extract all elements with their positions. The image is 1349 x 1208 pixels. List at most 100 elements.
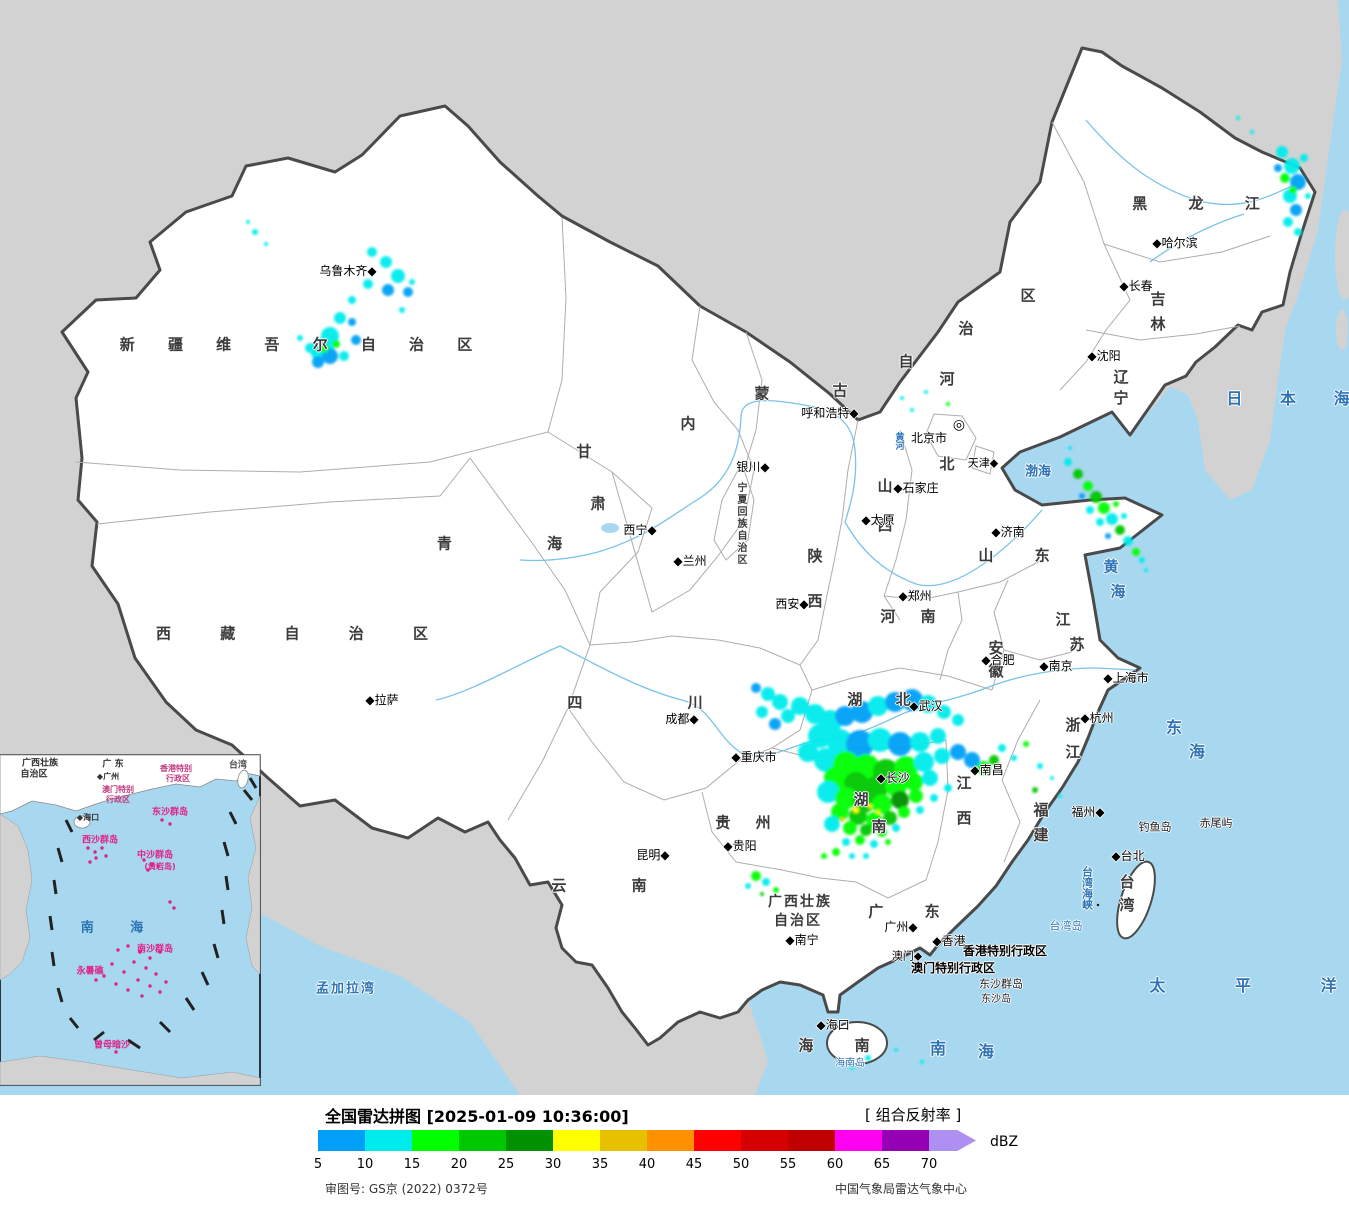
province-boundaries xyxy=(75,121,1271,899)
radar-echo xyxy=(745,883,751,889)
radar-echo xyxy=(835,706,855,726)
inset-island-dot xyxy=(136,978,140,982)
radar-echo xyxy=(1105,533,1111,539)
radar-echo xyxy=(751,871,761,881)
radar-echo xyxy=(885,692,905,712)
radar-echo xyxy=(252,229,258,235)
radar-echo xyxy=(348,318,356,326)
dbz-scale-value: 25 xyxy=(497,1157,515,1172)
radar-echo xyxy=(332,340,340,348)
radar-echo xyxy=(870,840,878,848)
radar-echo xyxy=(894,1048,898,1052)
dbz-color-swatch xyxy=(318,1130,365,1151)
radar-echo xyxy=(1096,518,1104,526)
inset-island-dot xyxy=(172,906,176,910)
dbz-scale-item: 50 xyxy=(733,1130,788,1172)
radar-echo xyxy=(930,728,946,744)
radar-echo xyxy=(944,784,952,792)
radar-echo xyxy=(883,811,897,825)
inset-philippines xyxy=(245,795,261,975)
dbz-scale-value: 60 xyxy=(826,1157,844,1172)
south-china-sea-inset xyxy=(0,754,261,1086)
radar-echo xyxy=(885,839,891,845)
radar-echo xyxy=(888,732,912,756)
radar-echo xyxy=(898,806,910,818)
inset-vietnam xyxy=(0,813,33,981)
approval-number: 审图号: GS京 (2022) 0372号 xyxy=(325,1182,488,1196)
radar-echo xyxy=(853,807,859,813)
china-boundary xyxy=(60,46,1317,1047)
inset-island-dot xyxy=(168,822,172,826)
dbz-scale-item: 55 xyxy=(780,1130,835,1172)
dbz-scale-value: 55 xyxy=(779,1157,797,1172)
dbz-scale-value: 40 xyxy=(638,1157,656,1172)
inset-island-dot xyxy=(122,970,126,974)
inset-island-dot xyxy=(93,850,97,854)
radar-echo xyxy=(1300,154,1308,162)
radar-echo xyxy=(762,878,770,886)
inset-island-dot xyxy=(142,858,146,862)
inset-island-dot xyxy=(114,1050,118,1054)
dbz-scale-value: 10 xyxy=(356,1157,374,1172)
dbz-color-swatch xyxy=(412,1130,459,1151)
dbz-color-swatch xyxy=(882,1130,929,1151)
radar-echo xyxy=(305,343,315,353)
radar-echo xyxy=(756,706,768,718)
radar-echo xyxy=(1064,458,1072,466)
radar-echo xyxy=(1280,173,1290,183)
dbz-scale-item: 65 xyxy=(874,1130,929,1172)
radar-echo xyxy=(1098,502,1110,514)
radar-echo xyxy=(1305,193,1311,199)
radar-echo xyxy=(1236,116,1240,120)
radar-echo xyxy=(348,296,356,304)
radar-echo xyxy=(312,356,324,368)
rivers xyxy=(435,119,1297,757)
inset-island-dot xyxy=(126,944,130,948)
radar-echo xyxy=(1068,446,1072,450)
radar-echo xyxy=(840,818,844,822)
radar-echo xyxy=(1290,174,1306,190)
radar-echo xyxy=(950,744,966,760)
radar-echo xyxy=(1121,513,1127,519)
radar-echo xyxy=(850,1066,854,1070)
radar-echo xyxy=(863,853,869,859)
radar-echo xyxy=(1284,158,1300,174)
radar-echo xyxy=(391,269,405,283)
radar-echo xyxy=(339,351,349,361)
inset-taiwan xyxy=(237,769,249,789)
radar-echo xyxy=(910,408,914,412)
radar-echo xyxy=(1139,557,1145,563)
radar-echo xyxy=(914,752,934,772)
radar-echo xyxy=(827,729,853,755)
inset-island-dot xyxy=(110,962,114,966)
inset-hainan xyxy=(73,815,91,829)
radar-echo xyxy=(865,1055,871,1061)
inset-island-dot xyxy=(100,846,104,850)
radar-echo xyxy=(909,789,923,803)
radar-echo xyxy=(922,770,938,786)
radar-echo xyxy=(1032,787,1038,793)
radar-echo xyxy=(832,848,840,856)
radar-echo xyxy=(1090,491,1102,503)
inset-island-dot xyxy=(144,966,148,970)
radar-echo xyxy=(761,687,775,701)
radar-echo xyxy=(860,824,872,836)
radar-echo xyxy=(1086,506,1094,514)
dbz-scale-value: 35 xyxy=(591,1157,609,1172)
radar-echo xyxy=(1106,513,1118,525)
radar-echo xyxy=(351,335,361,345)
dbz-color-swatch xyxy=(459,1130,506,1151)
inset-island-dot xyxy=(104,854,108,858)
radar-echo xyxy=(1113,501,1119,507)
dbz-color-swatch xyxy=(647,1130,694,1151)
dbz-scale-item: 15 xyxy=(404,1130,459,1172)
dbz-color-swatch xyxy=(365,1130,412,1151)
radar-echo xyxy=(1276,146,1288,158)
japan-sliver xyxy=(1335,210,1349,300)
radar-echo xyxy=(1037,763,1043,769)
radar-echo xyxy=(868,804,872,808)
radar-echo xyxy=(246,220,250,224)
radar-echo xyxy=(1283,217,1293,227)
dbz-scale-item: 60 xyxy=(827,1130,882,1172)
radar-echo xyxy=(399,307,405,313)
